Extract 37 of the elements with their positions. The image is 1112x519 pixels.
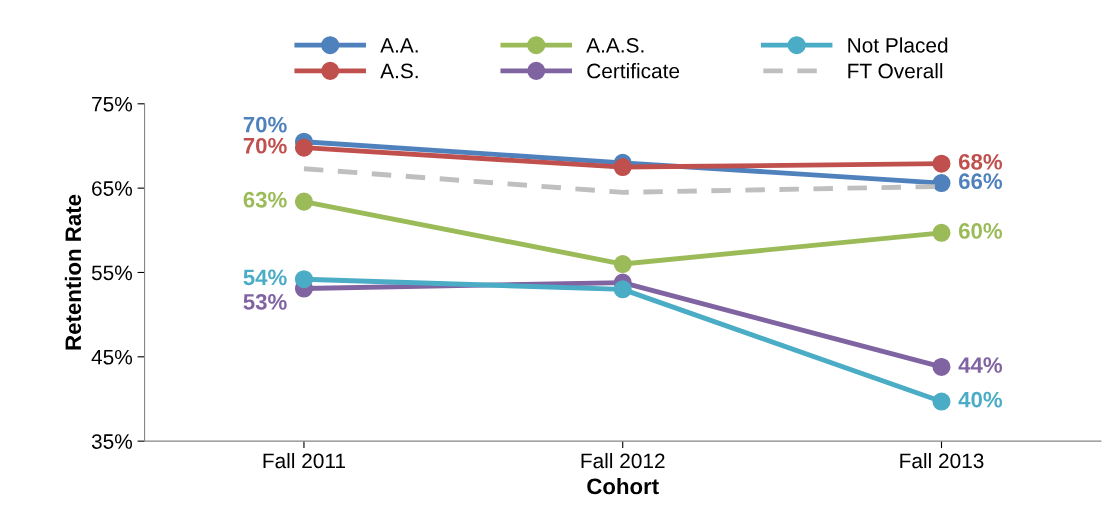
point bbox=[613, 280, 632, 299]
legend-label: FT Overall bbox=[848, 63, 943, 79]
point bbox=[932, 174, 951, 193]
x-tick-label: Fall 2012 bbox=[581, 452, 665, 469]
y-tick-label: 55% bbox=[91, 265, 133, 281]
data-label: 70% bbox=[243, 116, 287, 133]
x-tick-label: Fall 2013 bbox=[900, 452, 984, 469]
data-label: 60% bbox=[958, 223, 1003, 239]
legend-label: Certificate bbox=[587, 63, 680, 79]
point bbox=[932, 154, 951, 173]
point bbox=[613, 255, 632, 274]
data-label: 63% bbox=[243, 191, 287, 208]
data-label: 44% bbox=[958, 357, 1003, 373]
point bbox=[294, 138, 313, 157]
point bbox=[294, 270, 313, 289]
data-label: 70% bbox=[243, 137, 287, 154]
x-axis-title: Cohort bbox=[587, 477, 659, 495]
point bbox=[932, 357, 951, 376]
legend-label: A.A. bbox=[380, 38, 418, 53]
data-label: 54% bbox=[243, 269, 287, 286]
data-label: 66% bbox=[958, 173, 1003, 190]
y-tick-label: 45% bbox=[91, 349, 133, 365]
point bbox=[932, 392, 951, 411]
point bbox=[294, 192, 313, 211]
y-axis-title: Retention Rate bbox=[64, 194, 82, 350]
point bbox=[932, 223, 951, 242]
point bbox=[613, 158, 632, 177]
legend-label: A.S. bbox=[380, 63, 418, 79]
data-label: 40% bbox=[958, 391, 1003, 408]
legend-label: A.A.S. bbox=[586, 37, 644, 53]
y-tick-label: 75% bbox=[92, 96, 133, 112]
x-tick-label: Fall 2011 bbox=[263, 452, 346, 469]
y-tick-label: 35% bbox=[91, 434, 133, 449]
legend-label: Not Placed bbox=[848, 37, 948, 53]
data-label: 68% bbox=[958, 153, 1003, 170]
data-label: 53% bbox=[243, 294, 287, 310]
y-tick-label: 65% bbox=[92, 181, 133, 196]
